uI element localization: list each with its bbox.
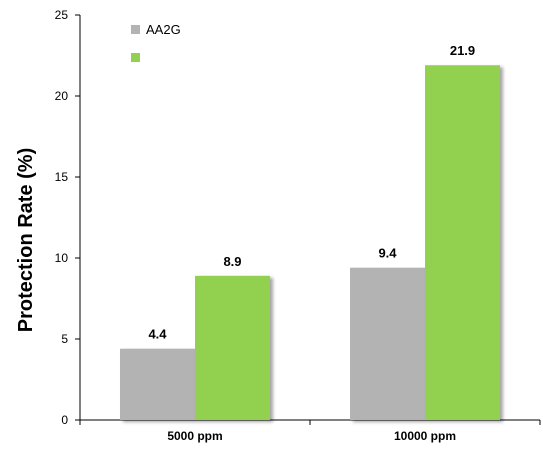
- data-label: 21.9: [450, 43, 475, 58]
- y-axis-title: Protection Rate (%): [15, 148, 37, 332]
- y-tick-label: 25: [55, 8, 69, 22]
- bar: [195, 275, 270, 420]
- bar: [120, 348, 195, 420]
- legend-label: AA2G: [146, 22, 181, 37]
- x-axis: 5000 ppm 10000 ppm: [79, 419, 541, 443]
- legend: AA2G: [131, 22, 181, 62]
- y-axis: 0 5 10 15 20 25: [55, 8, 81, 427]
- data-label: 8.9: [223, 254, 241, 269]
- legend-swatch: [131, 53, 140, 62]
- y-tick-label: 10: [55, 251, 69, 265]
- legend-swatch: [131, 25, 140, 34]
- y-tick-label: 20: [55, 89, 69, 103]
- bar: [350, 267, 425, 420]
- data-labels: 4.4 8.9 9.4 21.9: [148, 43, 475, 342]
- bars: [120, 65, 500, 420]
- data-label: 4.4: [148, 327, 167, 342]
- bar: [425, 65, 500, 420]
- x-category-label: 10000 ppm: [394, 429, 456, 443]
- data-label: 9.4: [378, 246, 397, 261]
- x-category-label: 5000 ppm: [167, 429, 222, 443]
- y-tick-label: 0: [61, 413, 68, 427]
- y-tick-label: 5: [61, 332, 68, 346]
- y-tick-label: 15: [55, 170, 69, 184]
